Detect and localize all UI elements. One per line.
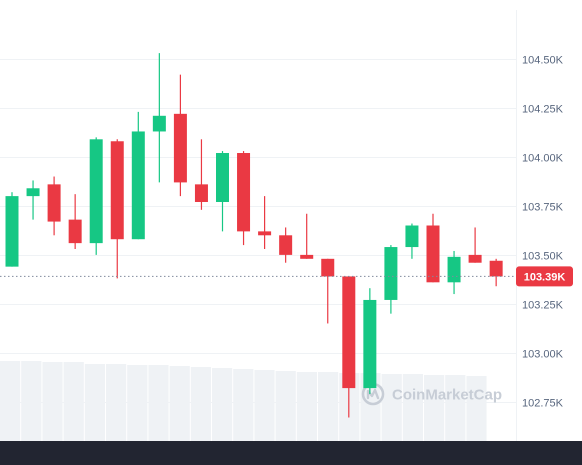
volume-bar <box>466 376 487 441</box>
candle-body <box>426 225 440 283</box>
candles[interactable] <box>5 53 503 418</box>
candle[interactable] <box>131 111 145 240</box>
candle[interactable] <box>216 151 229 232</box>
volume-bar <box>402 374 423 441</box>
volume-bar <box>190 367 211 441</box>
candle-body <box>152 115 166 132</box>
candle[interactable] <box>363 288 377 394</box>
candle-body <box>89 139 103 244</box>
candle-body <box>405 225 419 248</box>
volume-bar <box>21 361 42 441</box>
volume-bar <box>424 375 445 441</box>
candle[interactable] <box>342 276 356 418</box>
candle[interactable] <box>26 180 40 220</box>
candle[interactable] <box>194 139 208 210</box>
candle[interactable] <box>426 213 440 283</box>
candle-body <box>279 235 293 255</box>
candle[interactable] <box>489 258 503 287</box>
candle[interactable] <box>321 258 335 324</box>
candle[interactable] <box>468 227 482 263</box>
volume-bar <box>381 374 402 441</box>
candle-body <box>216 153 229 202</box>
y-axis: 104.50K 104.25K 104.00K 103.75K 103.50K 103.2… <box>516 10 564 441</box>
volume-bars <box>0 361 487 441</box>
volume-bar <box>275 371 296 441</box>
volume-bar <box>148 365 169 441</box>
y-tick-label: 104.25K <box>522 104 564 116</box>
volume-bar <box>127 365 148 441</box>
candle-body <box>342 276 356 389</box>
candle-body <box>237 153 251 232</box>
candle-body <box>131 131 145 240</box>
volume-bar <box>0 361 21 441</box>
candle-body <box>468 254 482 263</box>
volume-bar <box>84 364 105 441</box>
candle-body <box>110 141 124 240</box>
candle-body <box>384 247 398 300</box>
candle[interactable] <box>447 250 461 295</box>
volume-bar <box>254 370 275 441</box>
volume-bar <box>296 372 317 441</box>
volume-bar <box>445 375 466 441</box>
candle[interactable] <box>152 53 166 183</box>
candle[interactable] <box>89 137 103 255</box>
candle-body <box>300 254 314 259</box>
candle[interactable] <box>384 245 398 314</box>
volume-bar <box>233 369 254 441</box>
volume-bar <box>63 362 84 441</box>
candle-body <box>447 256 461 283</box>
candle[interactable] <box>258 196 272 250</box>
candle-body <box>173 113 187 183</box>
volume-bar <box>212 368 233 441</box>
watermark-text: CoinMarketCap <box>392 387 502 404</box>
price-chart[interactable]: CoinMarketCap 104.50K 104.25K 104.00K 103.7… <box>0 0 582 441</box>
candle-body <box>68 219 82 244</box>
candle-body <box>194 184 208 202</box>
candle[interactable] <box>279 227 293 263</box>
candle[interactable] <box>68 194 82 250</box>
grid-lines <box>0 59 516 403</box>
candle-body <box>5 196 19 267</box>
volume-bar <box>318 372 339 441</box>
current-price-tag: 103.39K <box>516 266 573 287</box>
y-tick-label: 103.50K <box>522 251 564 263</box>
watermark: CoinMarketCap <box>361 382 502 406</box>
candle-body <box>321 258 335 277</box>
candle[interactable] <box>47 176 61 236</box>
volume-bar <box>42 362 63 441</box>
candle[interactable] <box>110 139 124 279</box>
current-price-label: 103.39K <box>524 271 566 283</box>
candle[interactable] <box>300 213 314 259</box>
y-tick-label: 104.00K <box>522 153 564 165</box>
candle[interactable] <box>173 74 187 197</box>
bottom-bar <box>0 441 582 465</box>
candle-body <box>258 231 272 236</box>
volume-bar <box>169 366 190 441</box>
candle-body <box>47 184 61 222</box>
candle-body <box>26 188 40 197</box>
y-tick-label: 102.75K <box>522 398 564 410</box>
candlestick-chart[interactable]: CoinMarketCap 104.50K 104.25K 104.00K 103.7… <box>0 0 582 441</box>
volume-bar <box>106 364 127 441</box>
candle[interactable] <box>405 223 419 259</box>
y-tick-label: 103.00K <box>522 349 564 361</box>
candle[interactable] <box>237 151 251 246</box>
y-tick-label: 103.25K <box>522 300 564 312</box>
candle-body <box>363 299 377 389</box>
candle-body <box>489 260 503 277</box>
y-tick-label: 104.50K <box>522 55 564 67</box>
candle[interactable] <box>5 192 19 267</box>
y-tick-label: 103.75K <box>522 202 564 214</box>
